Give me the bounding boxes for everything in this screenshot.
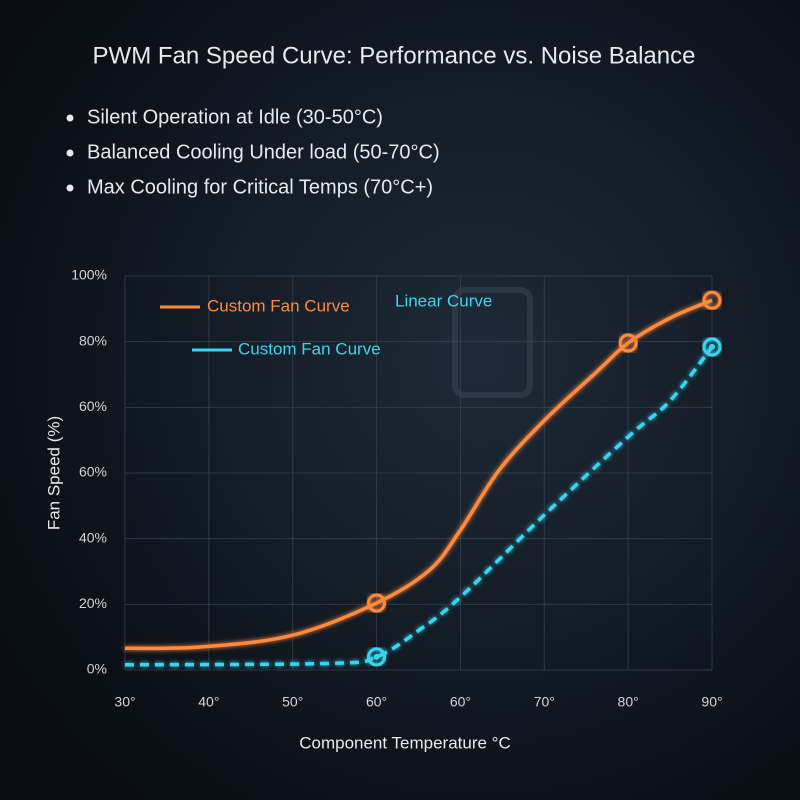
bullet bbox=[66, 114, 74, 122]
bullet-text: Silent Operation at Idle (30-50°C) bbox=[87, 106, 383, 128]
series-line bbox=[124, 345, 714, 667]
point-dot bbox=[709, 343, 715, 350]
y-tick-label: 20% bbox=[79, 595, 107, 611]
x-tick-label: 80° bbox=[618, 694, 639, 710]
bullet-text: Balanced Cooling Under load (50-70°C) bbox=[87, 141, 440, 163]
legend-label: Custom Fan Curve bbox=[238, 339, 381, 358]
bg-decoration bbox=[452, 287, 533, 398]
x-axis-label: Component Temperature °C bbox=[299, 733, 511, 752]
point-marker bbox=[367, 593, 387, 613]
legend: Custom Fan Curve Custom Fan Curve Linear… bbox=[160, 291, 492, 358]
bullet-list: Silent Operation at Idle (30-50°C) Balan… bbox=[66, 106, 440, 198]
y-tick-label: 0% bbox=[87, 661, 107, 677]
point-marker bbox=[618, 333, 638, 353]
point-marker bbox=[702, 337, 722, 357]
annotation: Linear Curve bbox=[395, 291, 492, 310]
bullet bbox=[66, 184, 74, 192]
x-tick-label: 50° bbox=[282, 694, 303, 710]
y-tick-label: 100% bbox=[71, 267, 107, 283]
y-tick-label: 60% bbox=[79, 464, 107, 480]
bullet bbox=[66, 149, 74, 157]
chart-title: PWM Fan Speed Curve: Performance vs. Noi… bbox=[93, 42, 696, 69]
point-marker bbox=[367, 647, 387, 667]
x-tick-label: 90° bbox=[701, 694, 722, 710]
x-tick-label: 70° bbox=[534, 694, 555, 710]
x-tick-label: 60° bbox=[366, 694, 387, 710]
bullet-text: Max Cooling for Critical Temps (70°C+) bbox=[87, 176, 433, 198]
x-tick-label: 30° bbox=[114, 694, 135, 710]
y-tick-label: 80% bbox=[79, 332, 107, 348]
y-tick-label: 60% bbox=[79, 398, 107, 414]
legend-label: Custom Fan Curve bbox=[207, 296, 350, 315]
y-axis-label: Fan Speed (%) bbox=[44, 416, 63, 530]
x-tick-label: 60° bbox=[450, 694, 471, 710]
point-dot bbox=[373, 653, 380, 660]
point-marker bbox=[702, 290, 722, 310]
y-tick-label: 40% bbox=[79, 529, 107, 545]
series-line bbox=[124, 298, 713, 651]
x-tick-label: 40° bbox=[198, 694, 219, 710]
